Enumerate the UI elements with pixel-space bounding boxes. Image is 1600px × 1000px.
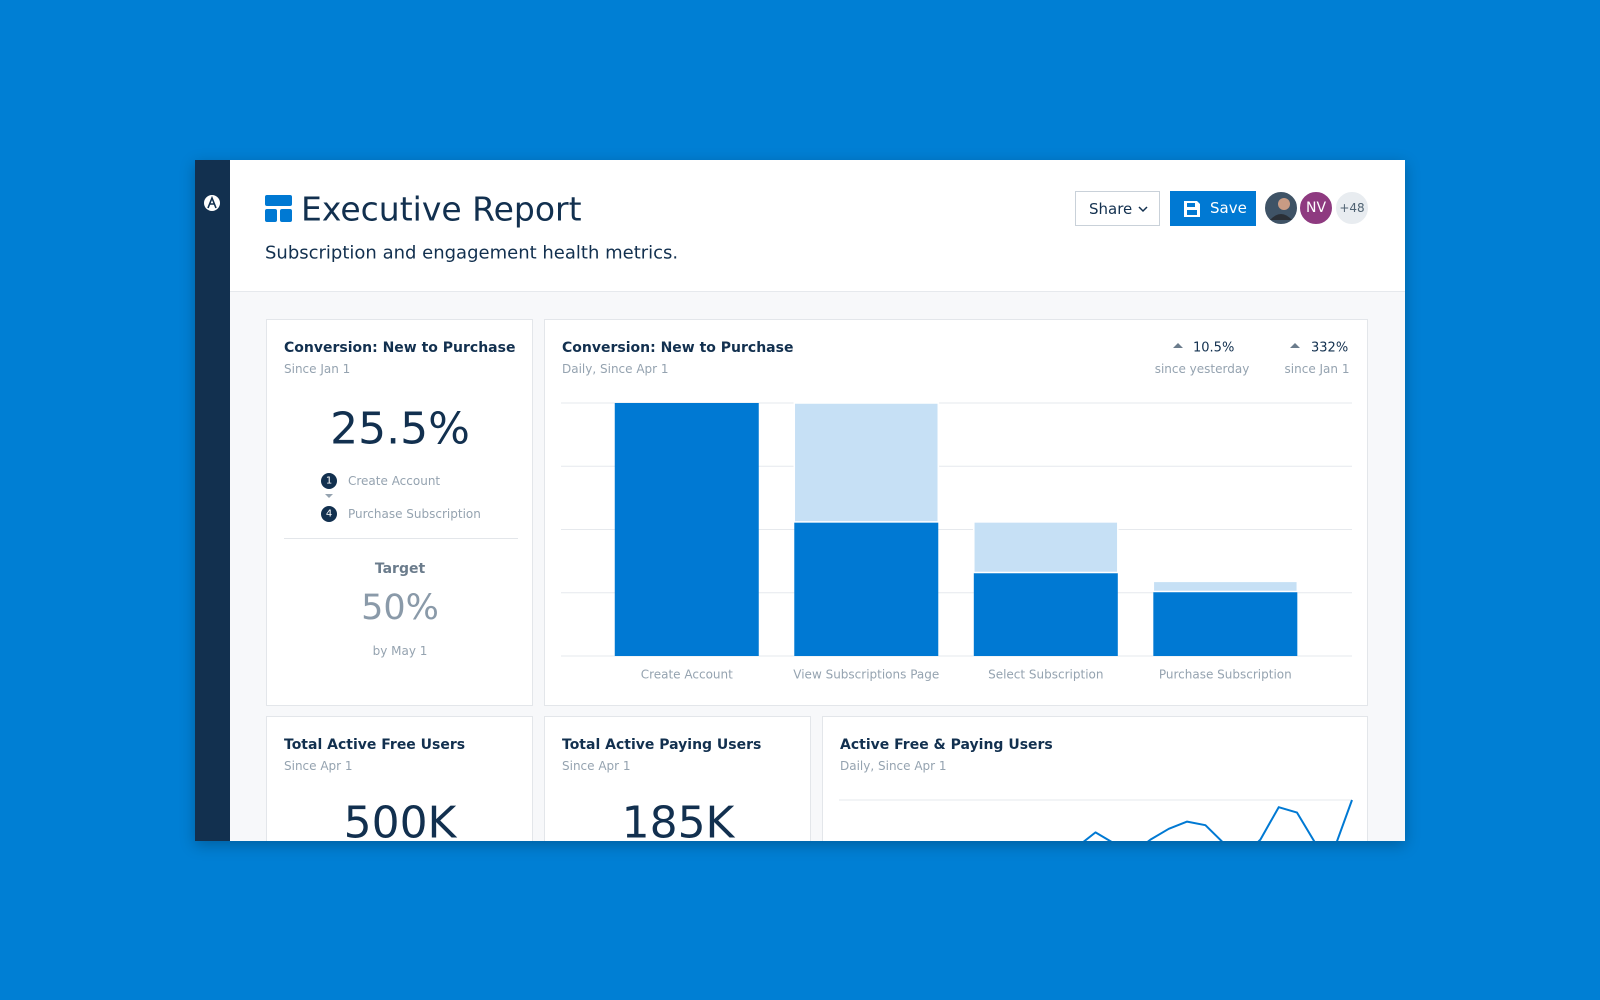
avatars — [1263, 190, 1370, 226]
bar-segment — [794, 521, 939, 656]
target-label: Target — [374, 561, 426, 577]
bar-segment — [793, 402, 940, 523]
stat-value: 10.5% — [1193, 340, 1235, 356]
card-value: 25.5% — [330, 403, 470, 455]
step-number: 1 — [325, 475, 333, 487]
bar-segment — [614, 403, 759, 656]
stat-label: since Jan 1 — [1284, 362, 1350, 376]
save-label: Save — [1210, 199, 1247, 217]
avatar-more: +48 — [1339, 201, 1365, 215]
target-date: by May 1 — [372, 644, 428, 658]
x-tick-label: View Subscriptions Page — [793, 668, 939, 682]
bar-segment — [1153, 591, 1298, 656]
x-tick-label: Purchase Subscription — [1159, 668, 1292, 682]
bar-segment — [973, 521, 1119, 574]
sidebar — [195, 160, 230, 841]
step-number: 4 — [325, 508, 333, 520]
card-subtitle: Since Jan 1 — [284, 362, 351, 376]
report-title: Executive Report — [301, 189, 582, 229]
step-icons — [321, 473, 337, 522]
bar-chart: Create Account View Subscriptions Page Sel… — [561, 343, 1352, 682]
card-subtitle: Since Apr 1 — [562, 759, 631, 773]
card-value: 500K — [343, 797, 457, 842]
line-chart — [839, 799, 1353, 841]
save-icon — [1184, 201, 1200, 217]
step-label: Create Account — [348, 474, 441, 488]
share-label: Share — [1089, 200, 1133, 218]
card-subtitle: Since Apr 1 — [284, 759, 353, 773]
divider — [284, 538, 518, 539]
app-window: Executive Report Subscription and engage… — [195, 160, 1405, 841]
card-subtitle: Daily, Since Apr 1 — [840, 759, 947, 773]
stat-value: 332% — [1311, 340, 1349, 356]
x-tick-label: Create Account — [641, 668, 733, 682]
bar-segment — [1152, 580, 1299, 593]
header: Executive Report Subscription and engage… — [230, 160, 1405, 292]
share-button[interactable]: Share — [1075, 191, 1160, 226]
conversion-card: Conversion: New to Purchase Since Jan 1 … — [266, 319, 533, 706]
stat-label: since yesterday — [1154, 362, 1250, 376]
funnel-card: Create Account View Subscriptions Page Sel… — [544, 319, 1368, 706]
bar-segment — [973, 572, 1118, 656]
card-title: Active Free & Paying Users — [840, 737, 1053, 753]
dashboard-icon — [265, 195, 292, 222]
card-title: Total Active Paying Users — [562, 737, 762, 753]
free-users-card: Total Active Free Users Since Apr 1 500K — [266, 716, 533, 841]
paying-users-card: Total Active Paying Users Since Apr 1 18… — [544, 716, 811, 841]
line-series — [1082, 799, 1353, 841]
target-value: 50% — [361, 588, 439, 628]
card-title: Conversion: New to Purchase — [284, 340, 516, 356]
save-button[interactable]: Save — [1170, 191, 1256, 226]
chevron — [1138, 206, 1148, 213]
users-line-card: Active Free & Paying Users Daily, Since … — [822, 716, 1368, 841]
step-label: Purchase Subscription — [348, 507, 481, 521]
x-tick-label: Select Subscription — [988, 668, 1103, 682]
card-subtitle: Daily, Since Apr 1 — [562, 362, 669, 376]
report-subtitle: Subscription and engagement health metri… — [265, 242, 679, 264]
logo — [204, 195, 220, 211]
avatar-initials: NV — [1305, 200, 1327, 216]
card-value: 185K — [621, 797, 735, 842]
card-title: Total Active Free Users — [284, 737, 466, 753]
card-title: Conversion: New to Purchase — [562, 340, 794, 356]
